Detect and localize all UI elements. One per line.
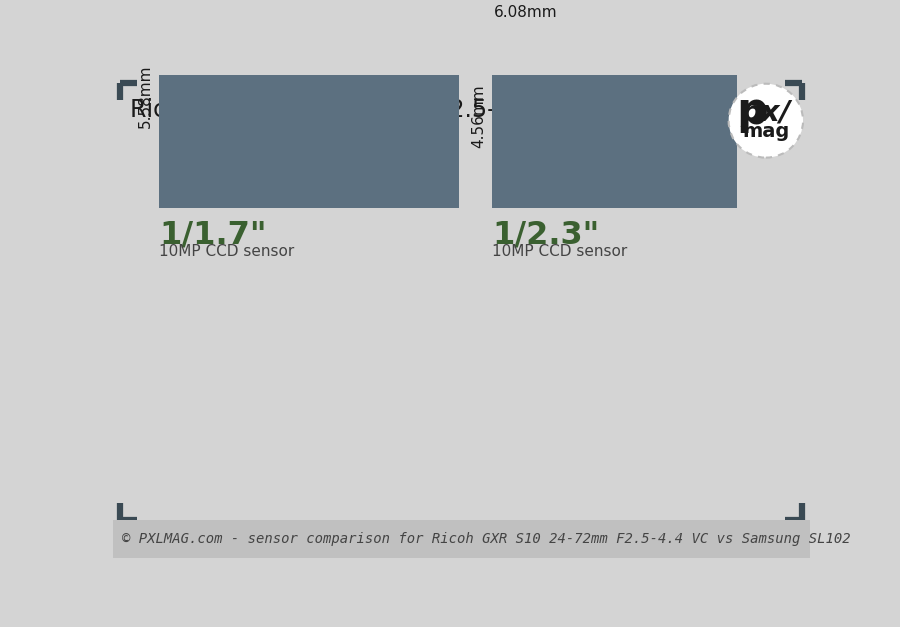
Bar — [159, 0, 459, 208]
Text: 10MP CCD sensor: 10MP CCD sensor — [492, 244, 627, 259]
Text: Ricoh GXR S10 24-72mm F2.5-4.4 VC  Samsung SL102: Ricoh GXR S10 24-72mm F2.5-4.4 VC Samsun… — [130, 98, 778, 122]
Text: mag: mag — [742, 122, 789, 141]
Text: 1/2.3": 1/2.3" — [492, 219, 599, 250]
Text: 5.58mm: 5.58mm — [138, 64, 153, 128]
Text: 4.56mm: 4.56mm — [471, 85, 486, 148]
Text: p: p — [736, 90, 768, 133]
Text: © PXLMAG.com - sensor comparison for Ricoh GXR S10 24-72mm F2.5-4.4 VC vs Samsun: © PXLMAG.com - sensor comparison for Ric… — [122, 532, 850, 545]
Text: 6.08mm: 6.08mm — [494, 6, 557, 21]
Bar — [112, 520, 810, 558]
Circle shape — [729, 84, 803, 157]
Text: px/: px/ — [741, 99, 791, 127]
Bar — [492, 25, 737, 208]
Text: 10MP CCD sensor: 10MP CCD sensor — [159, 244, 294, 259]
Text: 1/1.7": 1/1.7" — [159, 219, 266, 250]
